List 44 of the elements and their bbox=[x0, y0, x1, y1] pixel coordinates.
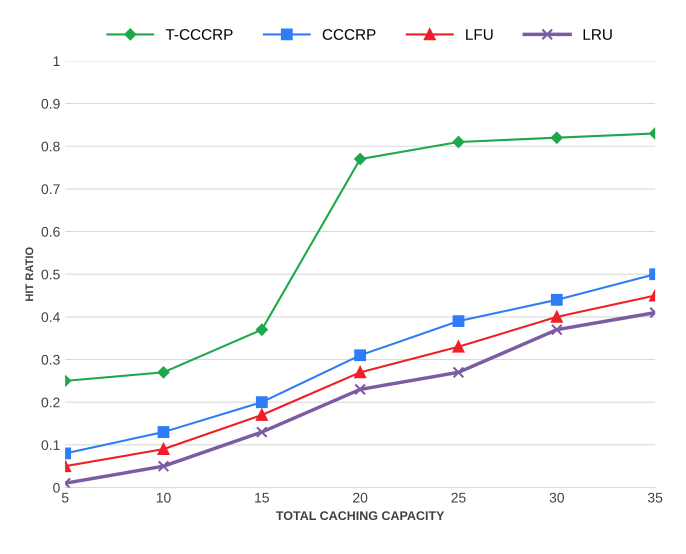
point bbox=[158, 366, 170, 378]
y-tick-label: 0.6 bbox=[42, 226, 60, 237]
point bbox=[256, 396, 268, 408]
x-tick-label: 30 bbox=[550, 492, 564, 503]
point bbox=[256, 426, 268, 438]
x-tick-label: 5 bbox=[62, 492, 68, 503]
point bbox=[452, 340, 464, 353]
point bbox=[550, 324, 563, 336]
x-tick-label: 10 bbox=[156, 492, 171, 503]
y-tick-label: 0 bbox=[53, 482, 60, 493]
legend-label: T-CCCRP bbox=[166, 29, 233, 40]
point bbox=[354, 384, 366, 396]
point bbox=[158, 443, 170, 456]
point bbox=[354, 349, 366, 362]
point bbox=[256, 409, 268, 421]
point bbox=[452, 136, 464, 148]
point bbox=[550, 132, 563, 144]
point bbox=[550, 310, 563, 323]
point bbox=[452, 366, 464, 378]
y-tick-label: 0.2 bbox=[42, 398, 60, 408]
y-axis-title: HIT RATIO bbox=[25, 247, 34, 301]
point bbox=[158, 460, 170, 472]
point bbox=[158, 426, 170, 438]
x-tick-label: 25 bbox=[451, 492, 466, 503]
point bbox=[452, 315, 464, 328]
y-tick-label: 0.8 bbox=[42, 142, 60, 152]
y-tick-label: 0.9 bbox=[42, 98, 60, 109]
point bbox=[256, 324, 268, 336]
x-tick-label: 20 bbox=[353, 492, 368, 503]
y-tick-label: 1 bbox=[54, 56, 60, 66]
y-tick-label: 0.5 bbox=[42, 270, 60, 280]
legend-label: LFU bbox=[466, 29, 493, 40]
point bbox=[354, 153, 366, 166]
y-tick-label: 0.4 bbox=[42, 312, 60, 322]
x-tick-label: 15 bbox=[255, 492, 269, 503]
x-axis-title: TOTAL CACHING CAPACITY bbox=[276, 511, 444, 520]
point bbox=[550, 294, 563, 306]
y-tick-label: 0.7 bbox=[42, 184, 60, 194]
x-tick-label: 35 bbox=[648, 492, 662, 503]
y-tick-label: 0.3 bbox=[42, 354, 60, 365]
legend-label: CCCRP bbox=[322, 29, 376, 40]
y-tick-label: 0.1 bbox=[42, 440, 60, 450]
point bbox=[354, 366, 366, 378]
legend-label: LRU bbox=[584, 29, 612, 40]
